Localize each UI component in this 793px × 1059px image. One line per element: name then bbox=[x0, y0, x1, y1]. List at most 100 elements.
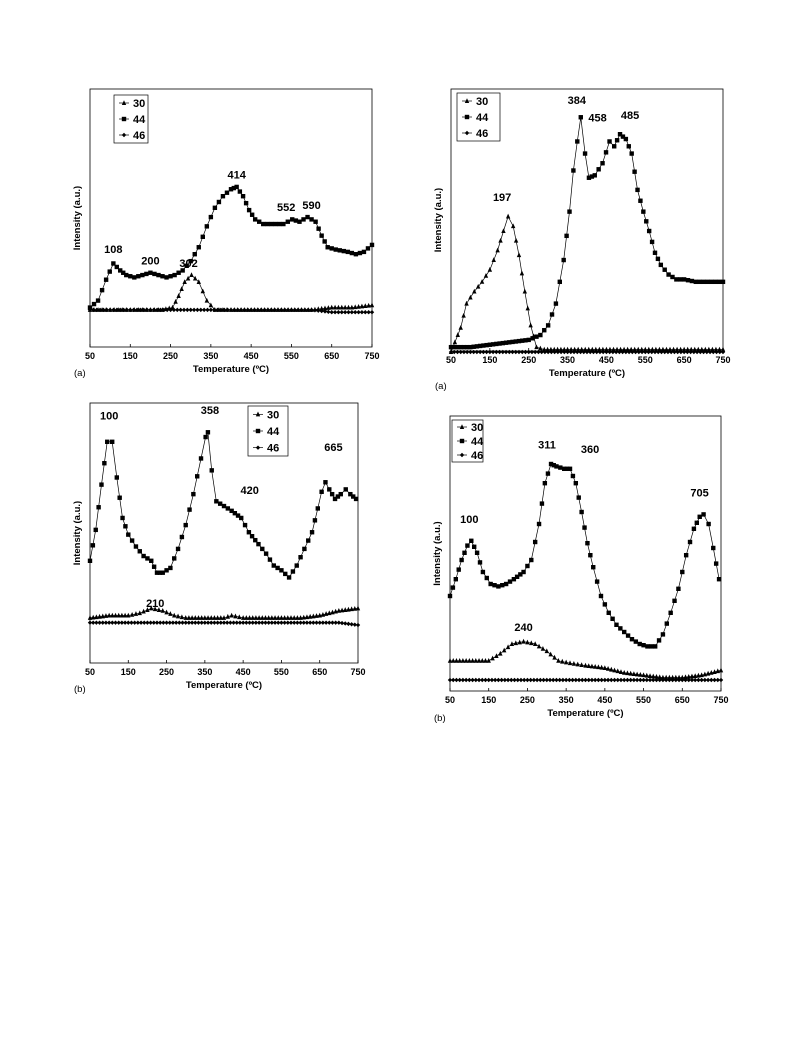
data-point-30 bbox=[544, 648, 549, 654]
series-46 bbox=[87, 307, 375, 315]
data-point-44 bbox=[706, 521, 711, 527]
data-point-44 bbox=[200, 234, 205, 239]
data-point-46 bbox=[259, 307, 264, 313]
data-point-44 bbox=[664, 621, 669, 626]
data-point-44 bbox=[646, 228, 652, 234]
data-point-44 bbox=[672, 598, 677, 603]
panel-label: (b) bbox=[74, 684, 86, 695]
data-point-44 bbox=[369, 242, 375, 248]
data-point-44 bbox=[603, 150, 609, 155]
data-point-30 bbox=[513, 640, 519, 646]
data-point-46 bbox=[218, 307, 224, 313]
x-tick-label: 450 bbox=[244, 351, 259, 361]
data-point-46 bbox=[103, 620, 109, 625]
data-point-46 bbox=[628, 677, 633, 683]
data-point-46 bbox=[240, 620, 246, 625]
data-point-44 bbox=[361, 249, 367, 255]
data-point-44 bbox=[365, 246, 371, 251]
data-point-44 bbox=[607, 139, 612, 144]
data-point-46 bbox=[636, 349, 642, 355]
data-point-46 bbox=[646, 349, 651, 355]
data-point-30 bbox=[366, 302, 371, 308]
data-point-44 bbox=[697, 514, 702, 519]
data-point-44 bbox=[309, 530, 315, 535]
data-point-30 bbox=[322, 305, 328, 311]
legend-entry-30: 30 bbox=[133, 98, 145, 110]
data-point-30 bbox=[638, 672, 643, 677]
data-point-46 bbox=[170, 620, 176, 625]
data-point-44 bbox=[283, 571, 288, 577]
plot-frame bbox=[89, 402, 359, 664]
data-point-46 bbox=[292, 307, 297, 313]
data-point-44 bbox=[526, 337, 531, 343]
x-tick-label: 50 bbox=[445, 695, 455, 705]
data-point-44 bbox=[156, 272, 161, 278]
data-point-46 bbox=[101, 307, 106, 313]
data-point-46 bbox=[175, 307, 180, 313]
data-point-44 bbox=[343, 487, 348, 492]
data-point-46 bbox=[221, 620, 227, 625]
data-point-46 bbox=[639, 349, 645, 355]
data-point-30 bbox=[336, 304, 341, 310]
data-point-30 bbox=[651, 673, 656, 679]
data-point-46 bbox=[712, 677, 717, 683]
data-point-30 bbox=[225, 613, 231, 619]
data-point-46 bbox=[701, 349, 706, 355]
data-point-46 bbox=[626, 349, 632, 355]
data-point-46 bbox=[544, 677, 549, 683]
data-point-44 bbox=[579, 509, 584, 515]
data-point-46 bbox=[689, 677, 695, 683]
data-point-44 bbox=[220, 194, 226, 199]
legend: 30 44 46 bbox=[113, 94, 149, 144]
data-point-30 bbox=[680, 674, 685, 680]
data-point-46 bbox=[665, 349, 671, 355]
data-point-30 bbox=[625, 670, 630, 676]
peak-label: 360 bbox=[581, 444, 599, 456]
data-point-30 bbox=[314, 613, 319, 618]
data-point-30 bbox=[97, 613, 102, 619]
data-point-46 bbox=[289, 307, 294, 313]
data-point-46 bbox=[660, 677, 666, 683]
data-point-44 bbox=[638, 198, 643, 203]
data-point-44 bbox=[309, 217, 314, 222]
data-point-46 bbox=[692, 677, 698, 683]
data-point-46 bbox=[458, 349, 463, 355]
data-point-46 bbox=[225, 307, 230, 313]
data-point-44 bbox=[294, 563, 299, 568]
data-point-44 bbox=[637, 641, 642, 647]
data-point-30 bbox=[218, 615, 224, 620]
data-point-44 bbox=[612, 144, 617, 149]
data-point-46 bbox=[128, 307, 133, 313]
data-point-44 bbox=[224, 190, 230, 195]
data-point-44 bbox=[487, 342, 493, 347]
data-point-30 bbox=[689, 673, 695, 679]
data-point-44 bbox=[214, 499, 219, 504]
data-point-46 bbox=[256, 620, 262, 625]
legend-entry-30: 30 bbox=[476, 96, 488, 108]
data-point-44 bbox=[668, 610, 673, 615]
data-point-30 bbox=[301, 614, 306, 620]
data-point-46 bbox=[505, 677, 511, 683]
data-point-44 bbox=[716, 279, 722, 285]
data-point-44 bbox=[183, 522, 188, 528]
data-point-44 bbox=[652, 250, 658, 255]
chart-panel-1: 50 150 250 350 450 550 650 750 Temperature (ºC) I… bbox=[72, 88, 380, 379]
x-tick-label: 350 bbox=[197, 667, 212, 677]
data-point-46 bbox=[500, 349, 506, 355]
data-point-44 bbox=[687, 539, 693, 545]
data-point-44 bbox=[338, 491, 343, 497]
data-point-30 bbox=[100, 613, 105, 619]
data-point-30 bbox=[176, 293, 181, 298]
data-point-44 bbox=[633, 639, 639, 644]
data-point-44 bbox=[459, 557, 464, 563]
series-46 bbox=[447, 677, 724, 683]
data-point-44 bbox=[562, 466, 567, 471]
data-point-46 bbox=[705, 677, 711, 683]
data-point-44 bbox=[558, 465, 563, 470]
data-point-30 bbox=[467, 658, 472, 663]
data-point-30 bbox=[452, 339, 458, 345]
data-point-44 bbox=[357, 250, 363, 256]
data-point-46 bbox=[528, 677, 533, 683]
data-point-30 bbox=[667, 674, 672, 680]
data-point-30 bbox=[208, 302, 214, 308]
